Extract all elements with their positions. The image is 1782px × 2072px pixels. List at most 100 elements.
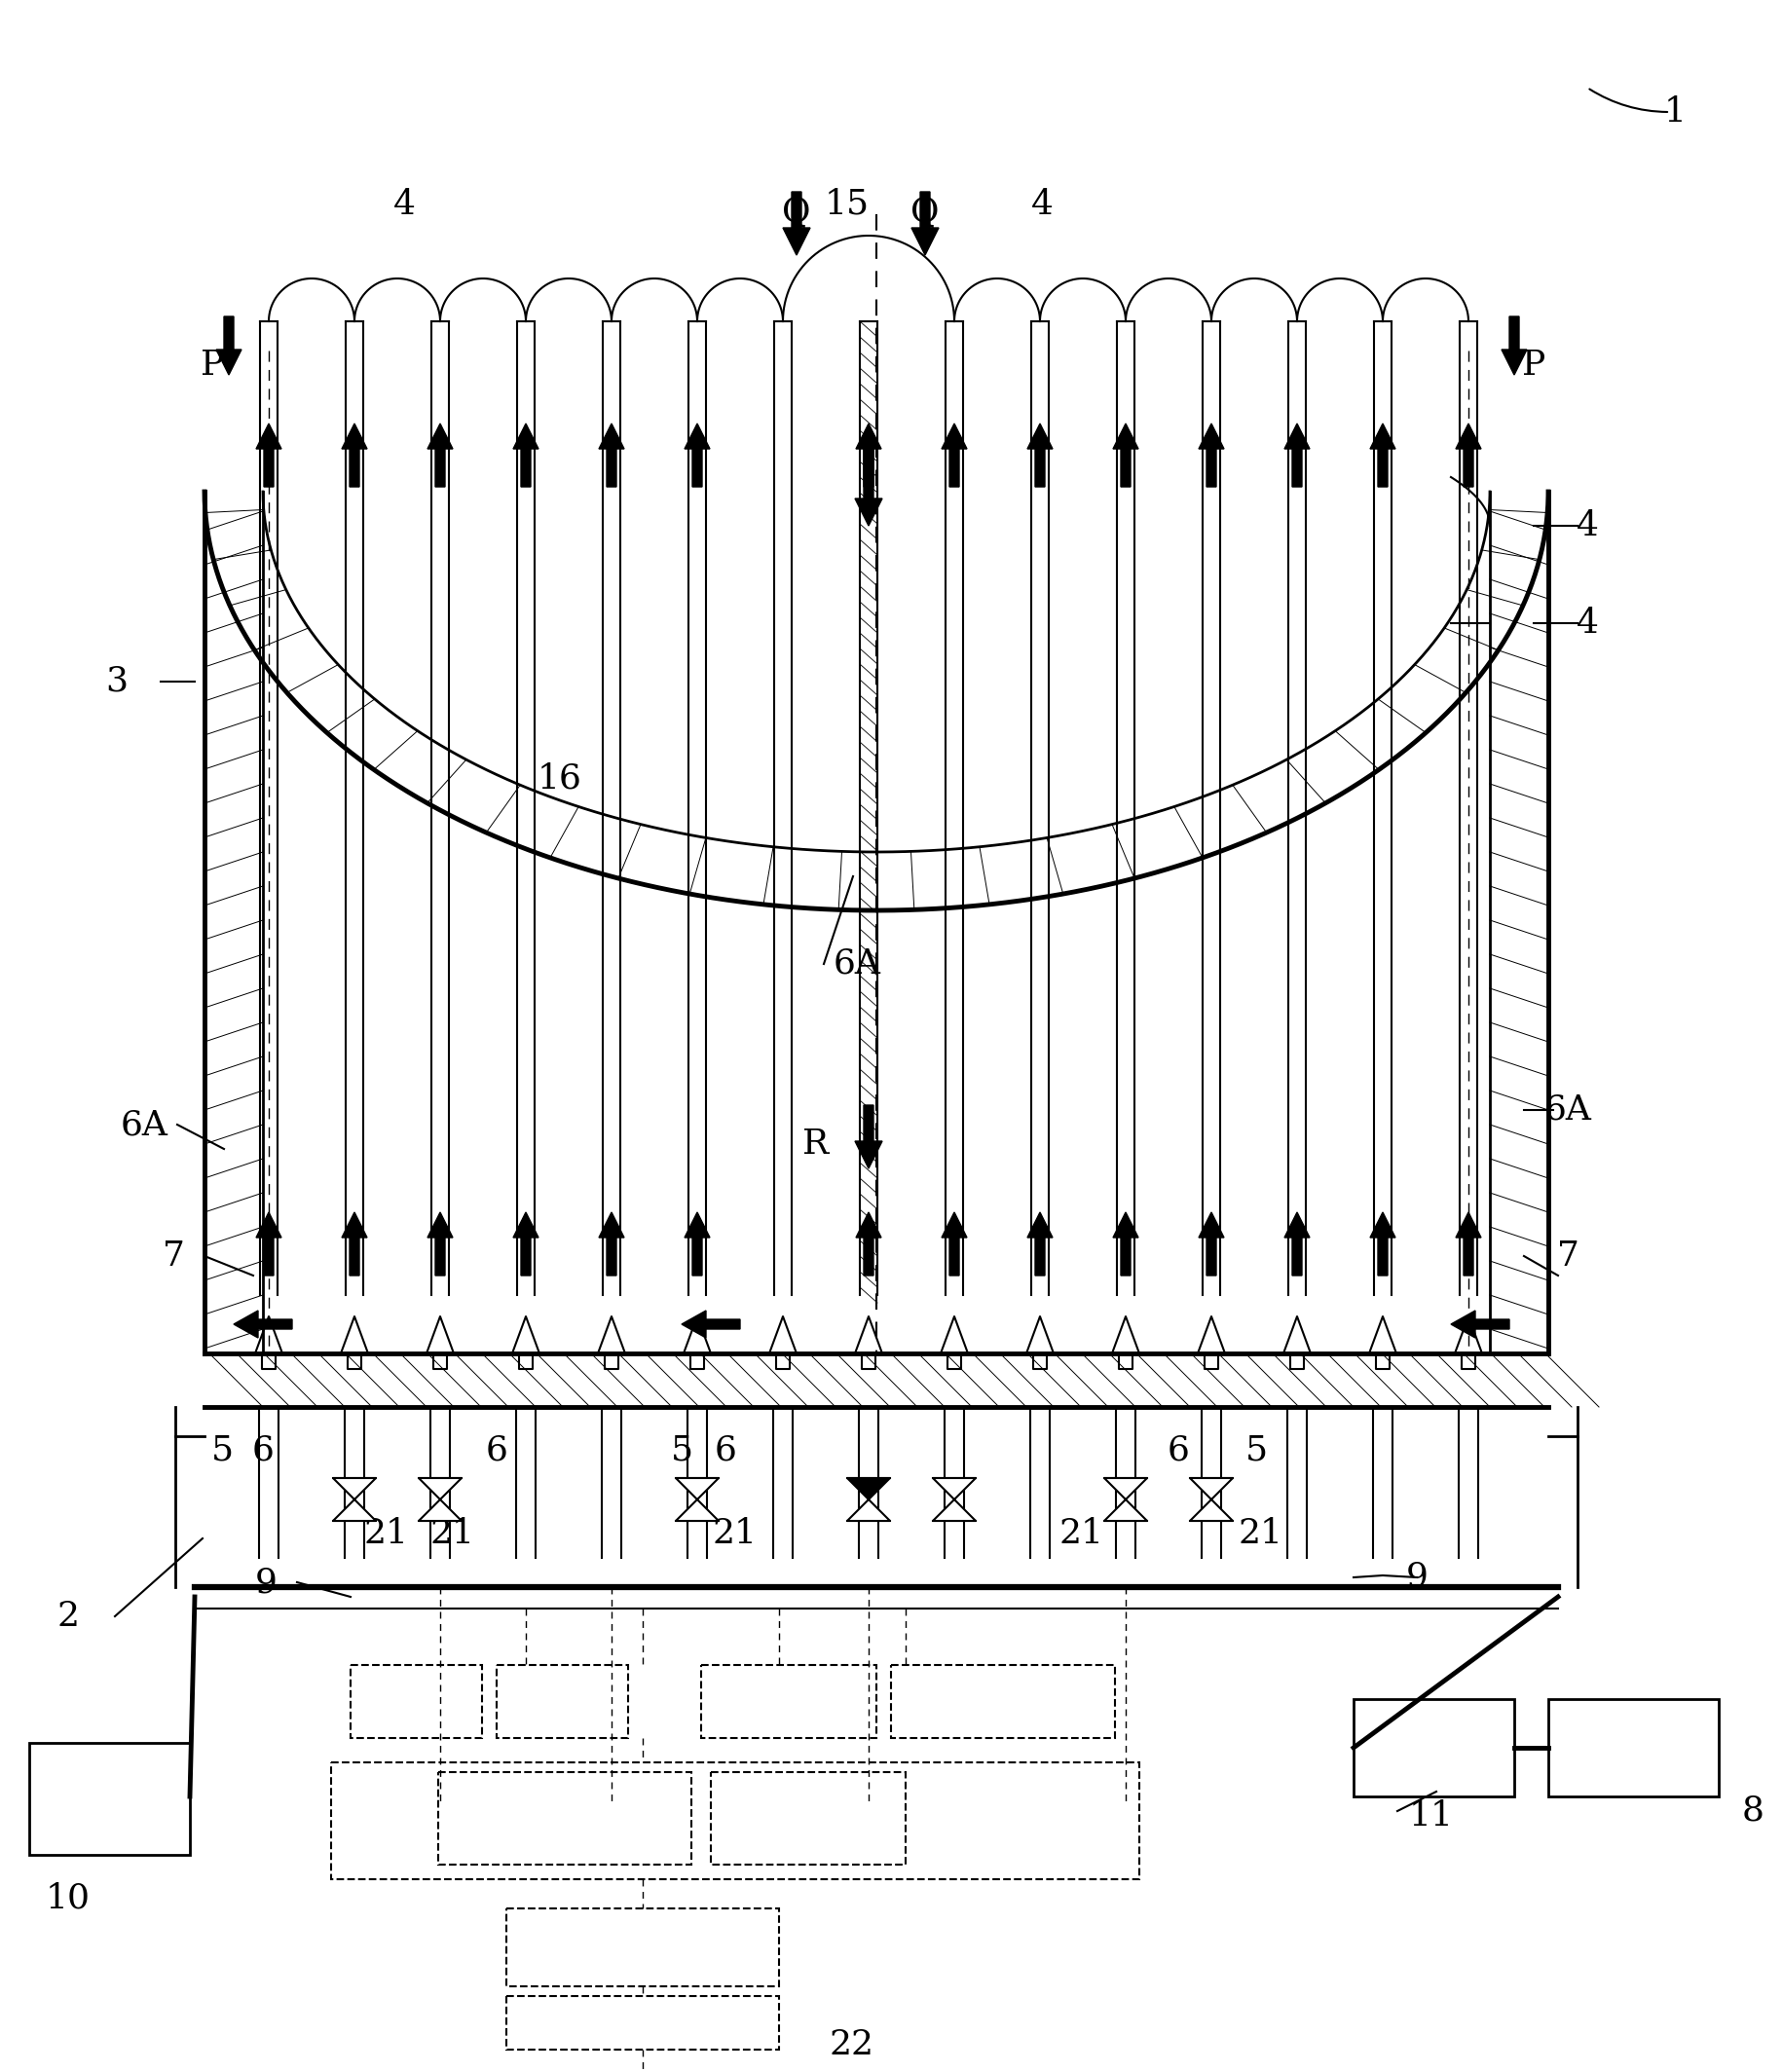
- Text: P: P: [1522, 348, 1545, 381]
- Text: 2: 2: [57, 1600, 80, 1633]
- FancyArrow shape: [941, 423, 968, 487]
- Text: 6: 6: [1167, 1434, 1189, 1467]
- Polygon shape: [675, 1477, 718, 1500]
- FancyArrow shape: [257, 1212, 282, 1276]
- Text: 4: 4: [392, 189, 415, 222]
- Text: 16: 16: [538, 762, 583, 796]
- FancyArrow shape: [855, 1104, 882, 1169]
- FancyArrow shape: [1370, 423, 1395, 487]
- Text: 6A: 6A: [1543, 1094, 1591, 1127]
- FancyArrow shape: [855, 448, 882, 526]
- Text: 10: 10: [46, 1881, 91, 1915]
- FancyArrow shape: [513, 423, 538, 487]
- FancyArrow shape: [911, 193, 939, 255]
- Bar: [497, 1666, 627, 1738]
- FancyArrow shape: [683, 1312, 740, 1339]
- Bar: [29, 1743, 191, 1854]
- FancyArrow shape: [428, 1212, 453, 1276]
- Text: 6: 6: [251, 1434, 274, 1467]
- FancyArrow shape: [1285, 423, 1310, 487]
- Text: 7: 7: [162, 1239, 185, 1272]
- Text: 6: 6: [715, 1434, 736, 1467]
- FancyArrow shape: [855, 1212, 882, 1276]
- FancyArrow shape: [684, 423, 709, 487]
- Text: 5: 5: [1246, 1434, 1267, 1467]
- FancyArrow shape: [1370, 1212, 1395, 1276]
- Bar: [506, 1995, 779, 2049]
- Text: Q: Q: [911, 195, 939, 228]
- Polygon shape: [932, 1500, 977, 1521]
- FancyArrow shape: [599, 423, 624, 487]
- FancyArrow shape: [1028, 423, 1053, 487]
- Text: 1: 1: [1664, 95, 1686, 128]
- Text: 8: 8: [1741, 1794, 1764, 1828]
- FancyArrow shape: [257, 423, 282, 487]
- Bar: [700, 1666, 877, 1738]
- Text: 4: 4: [1575, 510, 1598, 543]
- FancyArrow shape: [513, 1212, 538, 1276]
- FancyArrow shape: [233, 1312, 292, 1339]
- Text: 21: 21: [1059, 1517, 1103, 1550]
- Text: 4: 4: [1575, 607, 1598, 640]
- FancyArrow shape: [1199, 423, 1224, 487]
- Polygon shape: [1105, 1500, 1148, 1521]
- Text: 9: 9: [255, 1566, 276, 1600]
- Text: Q: Q: [782, 195, 811, 228]
- FancyArrow shape: [684, 1212, 709, 1276]
- Polygon shape: [932, 1477, 977, 1500]
- FancyArrow shape: [342, 423, 367, 487]
- FancyArrow shape: [1114, 423, 1139, 487]
- Bar: [1354, 1699, 1515, 1796]
- FancyArrow shape: [782, 193, 811, 255]
- Text: 21: 21: [429, 1517, 474, 1550]
- Polygon shape: [1190, 1477, 1233, 1500]
- Bar: [891, 1666, 1116, 1738]
- Text: 4: 4: [1030, 189, 1053, 222]
- Text: 21: 21: [713, 1517, 757, 1550]
- Text: 6: 6: [485, 1434, 508, 1467]
- Text: 21: 21: [364, 1517, 410, 1550]
- Polygon shape: [419, 1477, 462, 1500]
- FancyArrow shape: [1456, 1212, 1481, 1276]
- Text: R: R: [802, 1127, 829, 1160]
- Text: 7: 7: [1557, 1239, 1579, 1272]
- FancyArrow shape: [342, 1212, 367, 1276]
- FancyArrow shape: [1285, 1212, 1310, 1276]
- FancyArrow shape: [1028, 1212, 1053, 1276]
- Polygon shape: [846, 1477, 889, 1500]
- FancyArrow shape: [1456, 423, 1481, 487]
- Bar: [711, 1772, 905, 1865]
- Text: P: P: [200, 348, 225, 381]
- Text: 9: 9: [1406, 1560, 1427, 1593]
- Bar: [351, 1666, 481, 1738]
- FancyArrow shape: [428, 423, 453, 487]
- FancyArrow shape: [599, 1212, 624, 1276]
- Text: 6A: 6A: [834, 947, 880, 980]
- Bar: [331, 1763, 1139, 1879]
- Polygon shape: [333, 1500, 376, 1521]
- Text: 6A: 6A: [121, 1109, 168, 1142]
- Text: 5: 5: [210, 1434, 233, 1467]
- Text: 5: 5: [670, 1434, 693, 1467]
- Text: 3: 3: [105, 665, 128, 698]
- Text: 22: 22: [830, 2028, 875, 2062]
- FancyArrow shape: [855, 423, 882, 487]
- Polygon shape: [333, 1477, 376, 1500]
- FancyArrow shape: [1451, 1312, 1509, 1339]
- FancyArrow shape: [1199, 1212, 1224, 1276]
- Polygon shape: [1190, 1500, 1233, 1521]
- FancyArrow shape: [1114, 1212, 1139, 1276]
- FancyArrow shape: [1502, 317, 1527, 375]
- FancyArrow shape: [941, 1212, 968, 1276]
- Polygon shape: [419, 1500, 462, 1521]
- Polygon shape: [675, 1500, 718, 1521]
- Text: 11: 11: [1410, 1798, 1454, 1832]
- FancyArrow shape: [216, 317, 242, 375]
- Bar: [1549, 1699, 1718, 1796]
- Bar: [506, 1908, 779, 1987]
- Polygon shape: [1105, 1477, 1148, 1500]
- Text: 21: 21: [1238, 1517, 1283, 1550]
- Polygon shape: [846, 1500, 889, 1521]
- Text: 15: 15: [825, 189, 870, 222]
- Bar: [438, 1772, 691, 1865]
